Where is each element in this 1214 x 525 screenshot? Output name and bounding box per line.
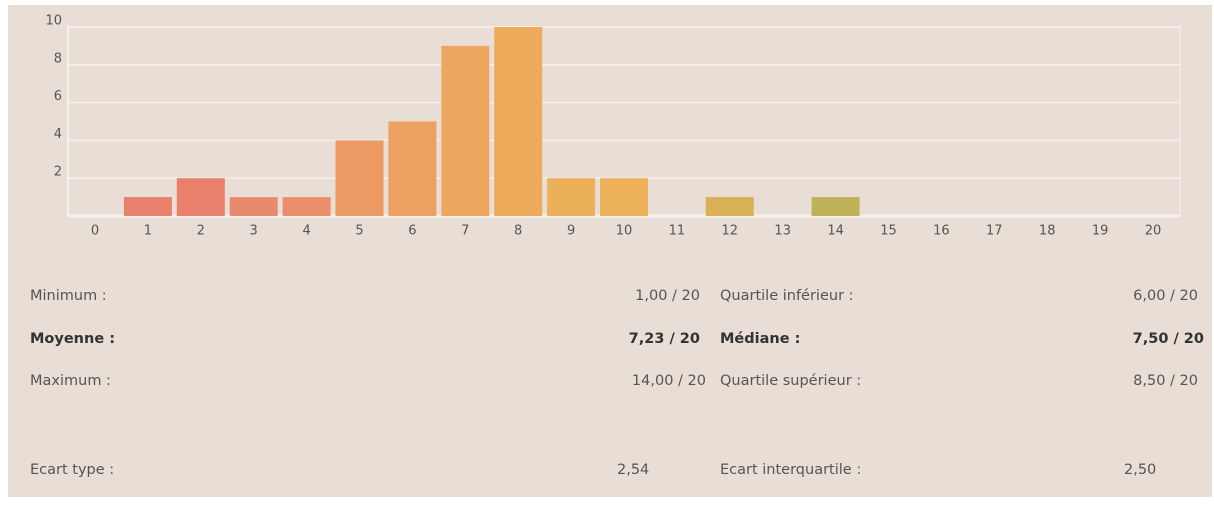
x-tick-label: 14 xyxy=(827,224,844,239)
bar xyxy=(335,140,384,216)
bar xyxy=(176,178,225,216)
bar xyxy=(282,197,331,216)
x-tick-label: 4 xyxy=(302,224,310,239)
stat-label: Moyenne : xyxy=(30,331,116,347)
bar xyxy=(388,121,437,216)
x-tick-label: 19 xyxy=(1092,224,1109,239)
bar xyxy=(705,197,754,216)
x-tick-label: 18 xyxy=(1039,224,1056,239)
stat-label: Médiane : xyxy=(720,331,801,347)
stat-label: Maximum : xyxy=(30,373,111,389)
stat-value: 2,50 xyxy=(1124,462,1157,478)
stat-value: 6,00 / 20 xyxy=(1133,288,1198,304)
y-tick-label: 2 xyxy=(54,165,62,180)
bar xyxy=(547,178,596,216)
x-tick-label: 6 xyxy=(408,224,416,239)
stat-label: Ecart interquartile : xyxy=(720,462,862,478)
stat-value: 7,50 / 20 xyxy=(1132,331,1204,347)
x-tick-label: 7 xyxy=(461,224,469,239)
stat-label: Minimum : xyxy=(30,288,107,304)
y-tick-label: 8 xyxy=(54,51,62,66)
x-tick-label: 2 xyxy=(197,224,205,239)
x-tick-label: 3 xyxy=(250,224,258,239)
stat-value: 14,00 / 20 xyxy=(631,373,706,389)
stat-label: Quartile supérieur : xyxy=(720,373,862,389)
bar xyxy=(441,45,490,217)
x-tick-label: 1 xyxy=(144,224,152,239)
y-tick-label: 6 xyxy=(54,89,62,104)
x-tick-label: 15 xyxy=(880,224,897,239)
bar xyxy=(229,197,278,216)
bar xyxy=(494,27,543,216)
x-tick-label: 0 xyxy=(91,224,99,239)
stat-label: Quartile inférieur : xyxy=(720,288,854,304)
x-tick-label: 16 xyxy=(933,224,950,239)
x-tick-label: 9 xyxy=(567,224,575,239)
stat-value: 8,50 / 20 xyxy=(1133,373,1198,389)
x-tick-label: 11 xyxy=(669,224,686,239)
bar xyxy=(811,197,860,216)
x-tick-label: 12 xyxy=(722,224,739,239)
panel xyxy=(8,5,1212,497)
stat-value: 2,54 xyxy=(617,462,650,478)
y-tick-label: 4 xyxy=(54,127,62,142)
stat-value: 1,00 / 20 xyxy=(635,288,700,304)
x-tick-label: 17 xyxy=(986,224,1003,239)
x-tick-label: 13 xyxy=(774,224,791,239)
x-tick-label: 5 xyxy=(355,224,363,239)
stat-label: Ecart type : xyxy=(30,462,115,478)
x-tick-label: 20 xyxy=(1145,224,1162,239)
x-tick-label: 10 xyxy=(616,224,633,239)
y-tick-label: 10 xyxy=(45,14,62,29)
bar xyxy=(123,197,172,216)
bar xyxy=(600,178,648,216)
x-tick-label: 8 xyxy=(514,224,522,239)
stat-value: 7,23 / 20 xyxy=(628,331,700,347)
